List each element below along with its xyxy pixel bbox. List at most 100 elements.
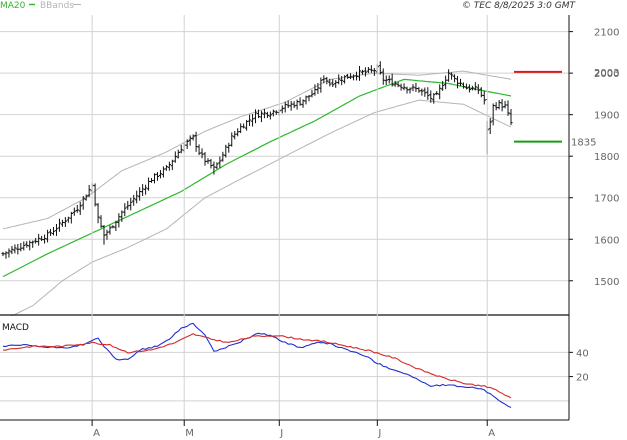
ohlc-bar (444, 75, 448, 90)
ohlc-bar (66, 216, 70, 223)
ohlc-bar (48, 228, 53, 236)
ohlc-bar (447, 69, 451, 82)
ohlc-bar (233, 130, 237, 140)
ohlc-bar (236, 128, 240, 137)
ohlc-bar (176, 149, 180, 159)
ohlc-bar (117, 213, 121, 228)
ohlc-bar (132, 194, 136, 206)
ohlc-bar (479, 87, 483, 98)
ohlc-bar (438, 84, 442, 100)
price-y-tick-label: 2000 (594, 69, 619, 80)
ohlc-bar (19, 242, 23, 252)
ohlc-bar (179, 144, 183, 154)
macd-series-line (2, 322, 512, 409)
price-y-tick-label: 1700 (594, 194, 619, 205)
ohlc-bar (188, 135, 192, 146)
ohlc-bar (69, 211, 73, 224)
ohlc-bar (96, 203, 100, 224)
ohlc-bar (197, 144, 201, 156)
ohlc-bar (167, 161, 171, 171)
ohlc-bar (268, 111, 272, 120)
ohlc-bar (331, 79, 335, 88)
ohlc-bar (313, 84, 317, 96)
ohlc-bar (84, 194, 88, 201)
ohlc-bar (221, 151, 225, 162)
ohlc-bar (78, 201, 82, 215)
bbands-legend-label: BBands (40, 1, 74, 11)
ohlc-bar (292, 101, 296, 109)
ohlc-bar (1, 251, 5, 257)
price-plot-area (0, 15, 569, 314)
ohlc-bar (289, 100, 293, 111)
ohlc-bar (152, 173, 157, 184)
ohlc-bar (42, 234, 47, 244)
ohlc-bar (449, 72, 454, 80)
ohlc-bar (429, 90, 433, 103)
ohlc-bar (310, 89, 314, 98)
ohlc-bar (470, 85, 474, 91)
ohlc-bar (93, 183, 97, 207)
price-y-tick-label: 1800 (594, 152, 619, 163)
ohlc-bar (34, 237, 38, 244)
macd-y-axis: 40 20 (569, 348, 589, 384)
ohlc-bar (393, 80, 397, 87)
ohlc-bar (256, 109, 261, 119)
ohlc-bar (239, 123, 243, 134)
ohlc-bar (123, 203, 127, 217)
ohlc-bar (227, 142, 231, 153)
ohlc-bar (280, 105, 284, 114)
ohlc-bar (283, 101, 287, 113)
ohlc-bar (40, 235, 44, 242)
ohlc-bar (37, 233, 41, 246)
ohlc-bar (325, 76, 329, 85)
ohlc-bar (245, 119, 249, 131)
ohlc-bar (372, 68, 376, 76)
ohlc-bar (72, 207, 76, 216)
price-y-tick-label: 1600 (594, 235, 619, 246)
ohlc-bar (476, 84, 480, 95)
macd-series-line (2, 333, 512, 399)
ohlc-bar (191, 134, 195, 141)
ohlc-bar (348, 73, 353, 80)
ohlc-bar (363, 67, 368, 77)
ohlc-bar (120, 210, 124, 222)
ohlc-bar (262, 108, 267, 119)
ohlc-bar (135, 190, 139, 204)
ohlc-bar (105, 229, 109, 240)
ma20-line (2, 78, 512, 278)
ohlc-bar (25, 241, 29, 248)
ohlc-bar (458, 78, 463, 87)
ohlc-bar (155, 172, 160, 181)
bollinger-bands (2, 70, 512, 321)
macd-y-tick-label: 20 (576, 373, 589, 384)
ohlc-bar (503, 100, 507, 109)
ohlc-bar (126, 200, 130, 210)
ohlc-bar (10, 245, 14, 255)
macd-y-tick-label: 40 (576, 348, 589, 359)
ohlc-bar (396, 82, 400, 88)
ohlc-bar (54, 223, 59, 236)
ohlc-bar (381, 68, 385, 85)
macd-panel: MACD 40 20 (0, 15, 589, 420)
ohlc-bar (405, 86, 409, 94)
ohlc-bar (423, 87, 427, 97)
price-y-tick-label: 1500 (594, 277, 619, 288)
price-level-label: 2003 (594, 68, 619, 79)
ohlc-bar (464, 83, 469, 90)
ohlc-bar (31, 240, 35, 248)
ohlc-bar (414, 82, 418, 93)
ohlc-bar (461, 82, 466, 89)
ohlc-bar (250, 114, 255, 127)
ohlc-bar (337, 74, 341, 85)
ohlc-bar (274, 110, 278, 115)
ohlc-bar (194, 131, 198, 152)
ohlc-bar (99, 215, 103, 228)
ohlc-bar (206, 158, 210, 164)
ohlc-bar (482, 90, 486, 105)
ohlc-bar (357, 65, 362, 81)
macd-lines (2, 322, 512, 409)
ohlc-bar (13, 244, 17, 254)
ohlc-bar (212, 161, 216, 175)
ohlc-bar (224, 144, 228, 158)
